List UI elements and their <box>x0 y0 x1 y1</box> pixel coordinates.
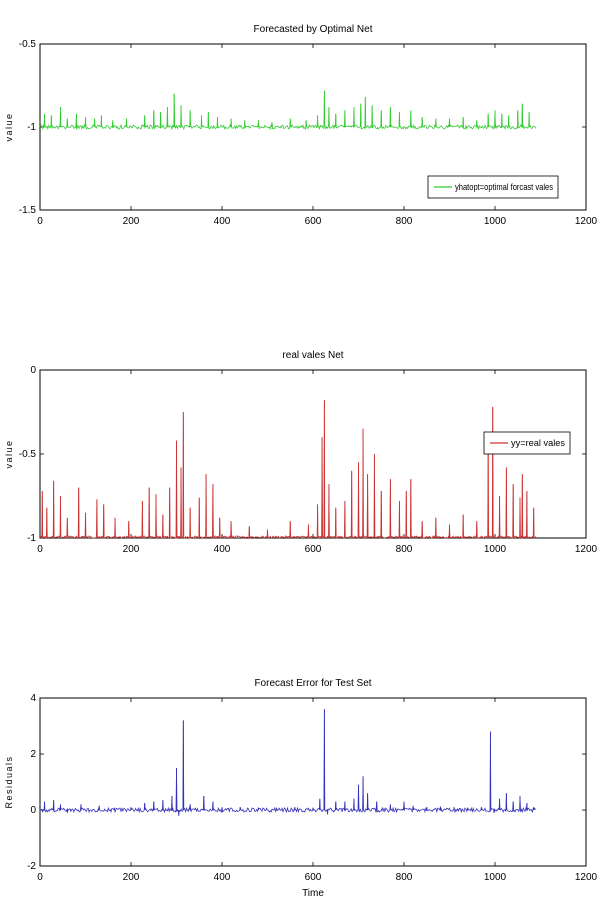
y-tick-label: -1 <box>27 122 36 133</box>
x-tick-label: 1200 <box>575 544 598 555</box>
x-tick-label: 1000 <box>484 872 507 883</box>
x-tick-label: 0 <box>37 544 43 555</box>
chart-panel-3: Forecast Error for Test Set 0 200 400 600 800… <box>4 678 598 899</box>
x-tick-label: 800 <box>396 216 413 227</box>
legend-label: yy=real vales <box>511 438 566 448</box>
legend-box <box>483 431 571 455</box>
x-tick-label: 800 <box>396 872 413 883</box>
x-tick-label: 200 <box>123 872 140 883</box>
y-tick-label: 4 <box>30 693 36 704</box>
y-axis-label: value <box>4 112 14 141</box>
legend-label: yhatopt=optimal forcast vales <box>455 182 553 192</box>
x-axis-label: Time <box>302 888 324 899</box>
legend-box <box>427 175 559 199</box>
chart-title: Forecast Error for Test Set <box>254 678 371 689</box>
y-tick-label: -0.5 <box>19 449 37 460</box>
plot-frame <box>39 697 587 867</box>
x-tick-label: 1200 <box>575 872 598 883</box>
x-tick-label: 200 <box>123 544 140 555</box>
x-tick-label: 600 <box>305 872 322 883</box>
y-axis-label: value <box>4 439 14 468</box>
chart-title: Forecasted by Optimal Net <box>254 24 373 35</box>
y-tick-label: 0 <box>30 365 36 376</box>
x-tick-label: 1200 <box>575 216 598 227</box>
chart-panel-1: Forecasted by Optimal Net 0 200 400 600 800 10… <box>4 24 598 227</box>
chart-title: real vales Net <box>282 350 343 361</box>
x-tick-label: 1000 <box>484 544 507 555</box>
y-tick-label: 2 <box>30 749 36 760</box>
x-tick-label: 400 <box>214 544 231 555</box>
x-tick-label: 0 <box>37 216 43 227</box>
series-line <box>39 400 537 540</box>
y-tick-label: -1.5 <box>19 205 37 216</box>
legend: yy=real vales <box>483 431 571 455</box>
y-tick-label: -0.5 <box>19 39 37 50</box>
series-line <box>39 90 537 131</box>
y-tick-label: -1 <box>27 533 36 544</box>
y-tick-label: 0 <box>30 805 36 816</box>
x-tick-label: 200 <box>123 216 140 227</box>
x-tick-label: 600 <box>305 216 322 227</box>
x-tick-label: 400 <box>214 872 231 883</box>
x-tick-label: 1000 <box>484 216 507 227</box>
x-tick-label: 600 <box>305 544 322 555</box>
x-tick-label: 800 <box>396 544 413 555</box>
x-tick-label: 0 <box>37 872 43 883</box>
y-tick-label: -2 <box>27 861 36 872</box>
legend: yhatopt=optimal forcast vales <box>427 175 559 199</box>
x-tick-label: 400 <box>214 216 231 227</box>
chart-panel-2: real vales Net 0 200 400 600 800 1000 1200 -1 -0.… <box>4 350 598 555</box>
y-axis-label: Residuals <box>4 755 14 808</box>
